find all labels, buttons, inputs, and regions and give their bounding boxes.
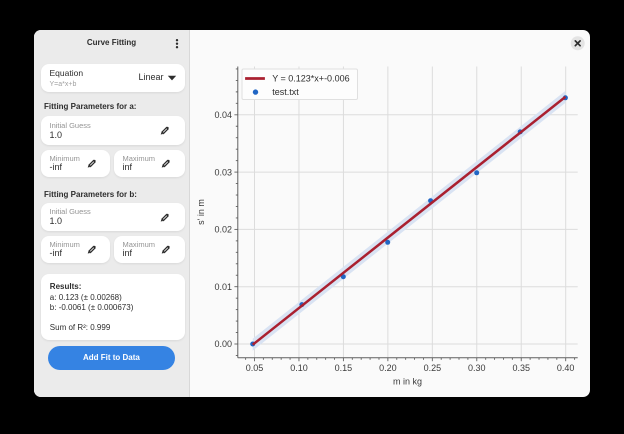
svg-text:0.35: 0.35 — [512, 363, 530, 373]
svg-text:s' in m: s' in m — [196, 199, 206, 225]
svg-text:0.02: 0.02 — [214, 225, 232, 235]
svg-text:0.00: 0.00 — [214, 339, 232, 349]
svg-text:0.40: 0.40 — [556, 363, 574, 373]
svg-text:0.30: 0.30 — [468, 363, 486, 373]
svg-text:0.25: 0.25 — [423, 363, 441, 373]
svg-text:0.20: 0.20 — [379, 363, 397, 373]
svg-text:0.01: 0.01 — [214, 282, 232, 292]
svg-text:m in kg: m in kg — [392, 377, 421, 387]
svg-text:0.05: 0.05 — [245, 363, 263, 373]
svg-text:0.03: 0.03 — [214, 167, 232, 177]
svg-text:0.15: 0.15 — [334, 363, 352, 373]
svg-text:test.txt: test.txt — [272, 87, 299, 97]
svg-text:0.10: 0.10 — [290, 363, 308, 373]
svg-text:Y = 0.123*x+-0.006: Y = 0.123*x+-0.006 — [272, 74, 349, 84]
svg-text:0.04: 0.04 — [214, 110, 232, 120]
